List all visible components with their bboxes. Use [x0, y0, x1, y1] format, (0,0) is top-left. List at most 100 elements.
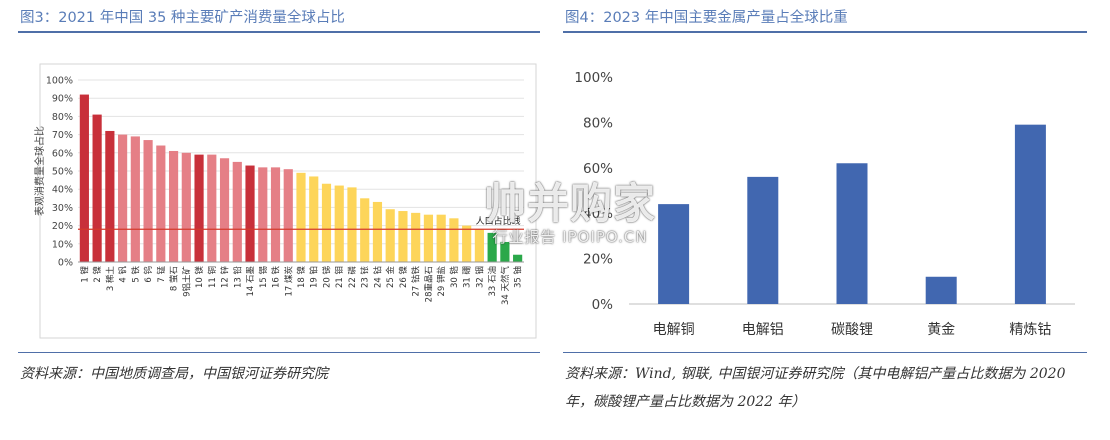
- bar: [181, 152, 191, 262]
- x-category-label: 电解铝: [742, 322, 784, 338]
- metal-production-chart: 0% 20% 40% 60% 80% 100% 电解铜 电解铝 碳酸锂 黄金 精炼钴: [574, 70, 1075, 338]
- bar: [398, 211, 408, 262]
- bar: [92, 114, 102, 262]
- bar: [79, 94, 89, 262]
- bar: [283, 169, 293, 262]
- x-category-label: 15 锡: [259, 266, 269, 289]
- x-category-label: 11 铜: [207, 266, 218, 288]
- right-source-note: 资料来源：Wind, 钢联, 中国银河证券研究院（其中电解铝产量占比数据为 20…: [565, 366, 1066, 410]
- x-category-label: 18 镍: [296, 266, 307, 289]
- right-figure-panel: 图4：2023 年中国主要金属产量占全球比重 0% 20% 40% 60% 80% 100…: [563, 0, 1087, 440]
- y-tick-label: 100%: [574, 70, 613, 86]
- bar: [143, 140, 153, 262]
- x-category-label: 7 锰: [156, 266, 167, 283]
- left-source-rule: [18, 352, 540, 353]
- bar: [423, 214, 434, 262]
- chart-frame: [39, 63, 537, 339]
- bar: [118, 134, 128, 262]
- y-tick-label: 80%: [52, 112, 73, 123]
- x-category-label: 27 钴铁: [411, 266, 422, 297]
- x-category-label: 22 磷: [347, 266, 358, 289]
- x-category-label: 8 萤石: [169, 266, 180, 291]
- x-category-label: 16 铁: [271, 266, 282, 289]
- x-category-label: 10 镁: [194, 266, 205, 289]
- x-category-label: 3 稀土: [105, 266, 116, 292]
- bar: [168, 150, 179, 262]
- x-category-label: 28重晶石: [423, 266, 434, 302]
- y-tick-label: 60%: [52, 148, 73, 159]
- bar: [372, 201, 383, 262]
- x-category-label: 9铝土矿: [181, 266, 192, 297]
- x-category-label: 精炼钴: [1009, 322, 1051, 338]
- x-category-label: 电解铜: [653, 322, 695, 338]
- x-category-label: 碳酸锂: [831, 322, 873, 338]
- bar: [296, 172, 306, 262]
- bar: [436, 214, 446, 262]
- x-category-label: 17 煤炭: [283, 266, 294, 297]
- bar: [513, 254, 523, 262]
- x-category-label: 34 天然气: [500, 266, 511, 306]
- x-category-label: 21 钼: [334, 266, 345, 288]
- right-title-rule: [563, 31, 1087, 33]
- x-category-label: 24 钴: [372, 266, 383, 289]
- bar: [105, 130, 115, 262]
- y-tick-label: 90%: [52, 94, 73, 105]
- x-category-label: 12 锌: [220, 266, 231, 289]
- population-share-line-label: 人口占比线: [476, 215, 521, 227]
- x-category-label: 31 硼: [463, 266, 473, 288]
- x-category-label: 25 金: [385, 266, 396, 289]
- left-source-note: 资料来源：中国地质调查局，中国银河证券研究院: [20, 366, 328, 382]
- bar: [245, 165, 255, 262]
- y-tick-label: 0%: [592, 297, 614, 313]
- x-category-label: 4 钒: [119, 266, 129, 283]
- y-tick-label: 40%: [52, 185, 73, 196]
- x-category-label: 32 铟: [474, 266, 485, 288]
- bar: [258, 167, 268, 262]
- y-tick-label: 30%: [52, 203, 73, 214]
- bar: [130, 136, 140, 262]
- left-figure-panel: 图3：2021 年中国 35 种主要矿产消费量全球占比 0% 10% 20% 30% 4…: [18, 0, 540, 440]
- y-tick-label: 50%: [52, 167, 73, 178]
- bar: [449, 218, 459, 262]
- bar: [321, 183, 332, 262]
- x-category-label: 35 铀: [513, 266, 524, 288]
- y-tick-label: 80%: [583, 115, 613, 131]
- bar: [658, 204, 690, 304]
- right-source-rule: [563, 352, 1087, 353]
- y-tick-label: 20%: [52, 221, 73, 232]
- bar: [194, 154, 204, 262]
- bar: [836, 163, 868, 304]
- bar: [747, 176, 779, 304]
- bar: [270, 167, 281, 262]
- bar: [309, 176, 319, 262]
- bar: [474, 229, 484, 262]
- bar: [156, 145, 166, 262]
- bar: [232, 161, 242, 262]
- x-category-label: 26 镍: [398, 266, 409, 289]
- mineral-consumption-chart: 0% 10% 20% 30% 40% 50% 60% 70% 80% 90% 100% 表观消费量全球…: [33, 63, 537, 339]
- x-category-label: 30 锆: [449, 266, 460, 289]
- x-category-label: 黄金: [927, 321, 955, 338]
- bar: [207, 154, 217, 262]
- bar: [219, 158, 230, 262]
- x-category-label: 20 锑: [321, 266, 332, 289]
- x-category-label: 13 铅: [232, 266, 243, 289]
- y-tick-label: 40%: [583, 206, 613, 222]
- x-category-label: 1 锂: [79, 266, 90, 283]
- left-figure-title: 图3：2021 年中国 35 种主要矿产消费量全球占比: [20, 10, 345, 26]
- left-title-rule: [18, 31, 540, 33]
- right-figure-title: 图4：2023 年中国主要金属产量占全球比重: [565, 10, 848, 26]
- y-tick-label: 60%: [583, 161, 613, 177]
- bar: [487, 232, 497, 262]
- bar: [500, 241, 510, 262]
- x-category-label: 5 铁: [130, 266, 141, 283]
- y-tick-label: 100%: [46, 76, 73, 87]
- y-tick-label: 20%: [583, 252, 613, 268]
- y-tick-label: 70%: [52, 130, 73, 141]
- bar: [347, 187, 357, 262]
- y-axis-title: 表观消费量全球占比: [33, 126, 46, 216]
- bar: [462, 225, 472, 262]
- x-category-label: 6 钨: [143, 266, 154, 283]
- x-category-label: 33 石油: [487, 266, 498, 297]
- bar: [411, 212, 421, 262]
